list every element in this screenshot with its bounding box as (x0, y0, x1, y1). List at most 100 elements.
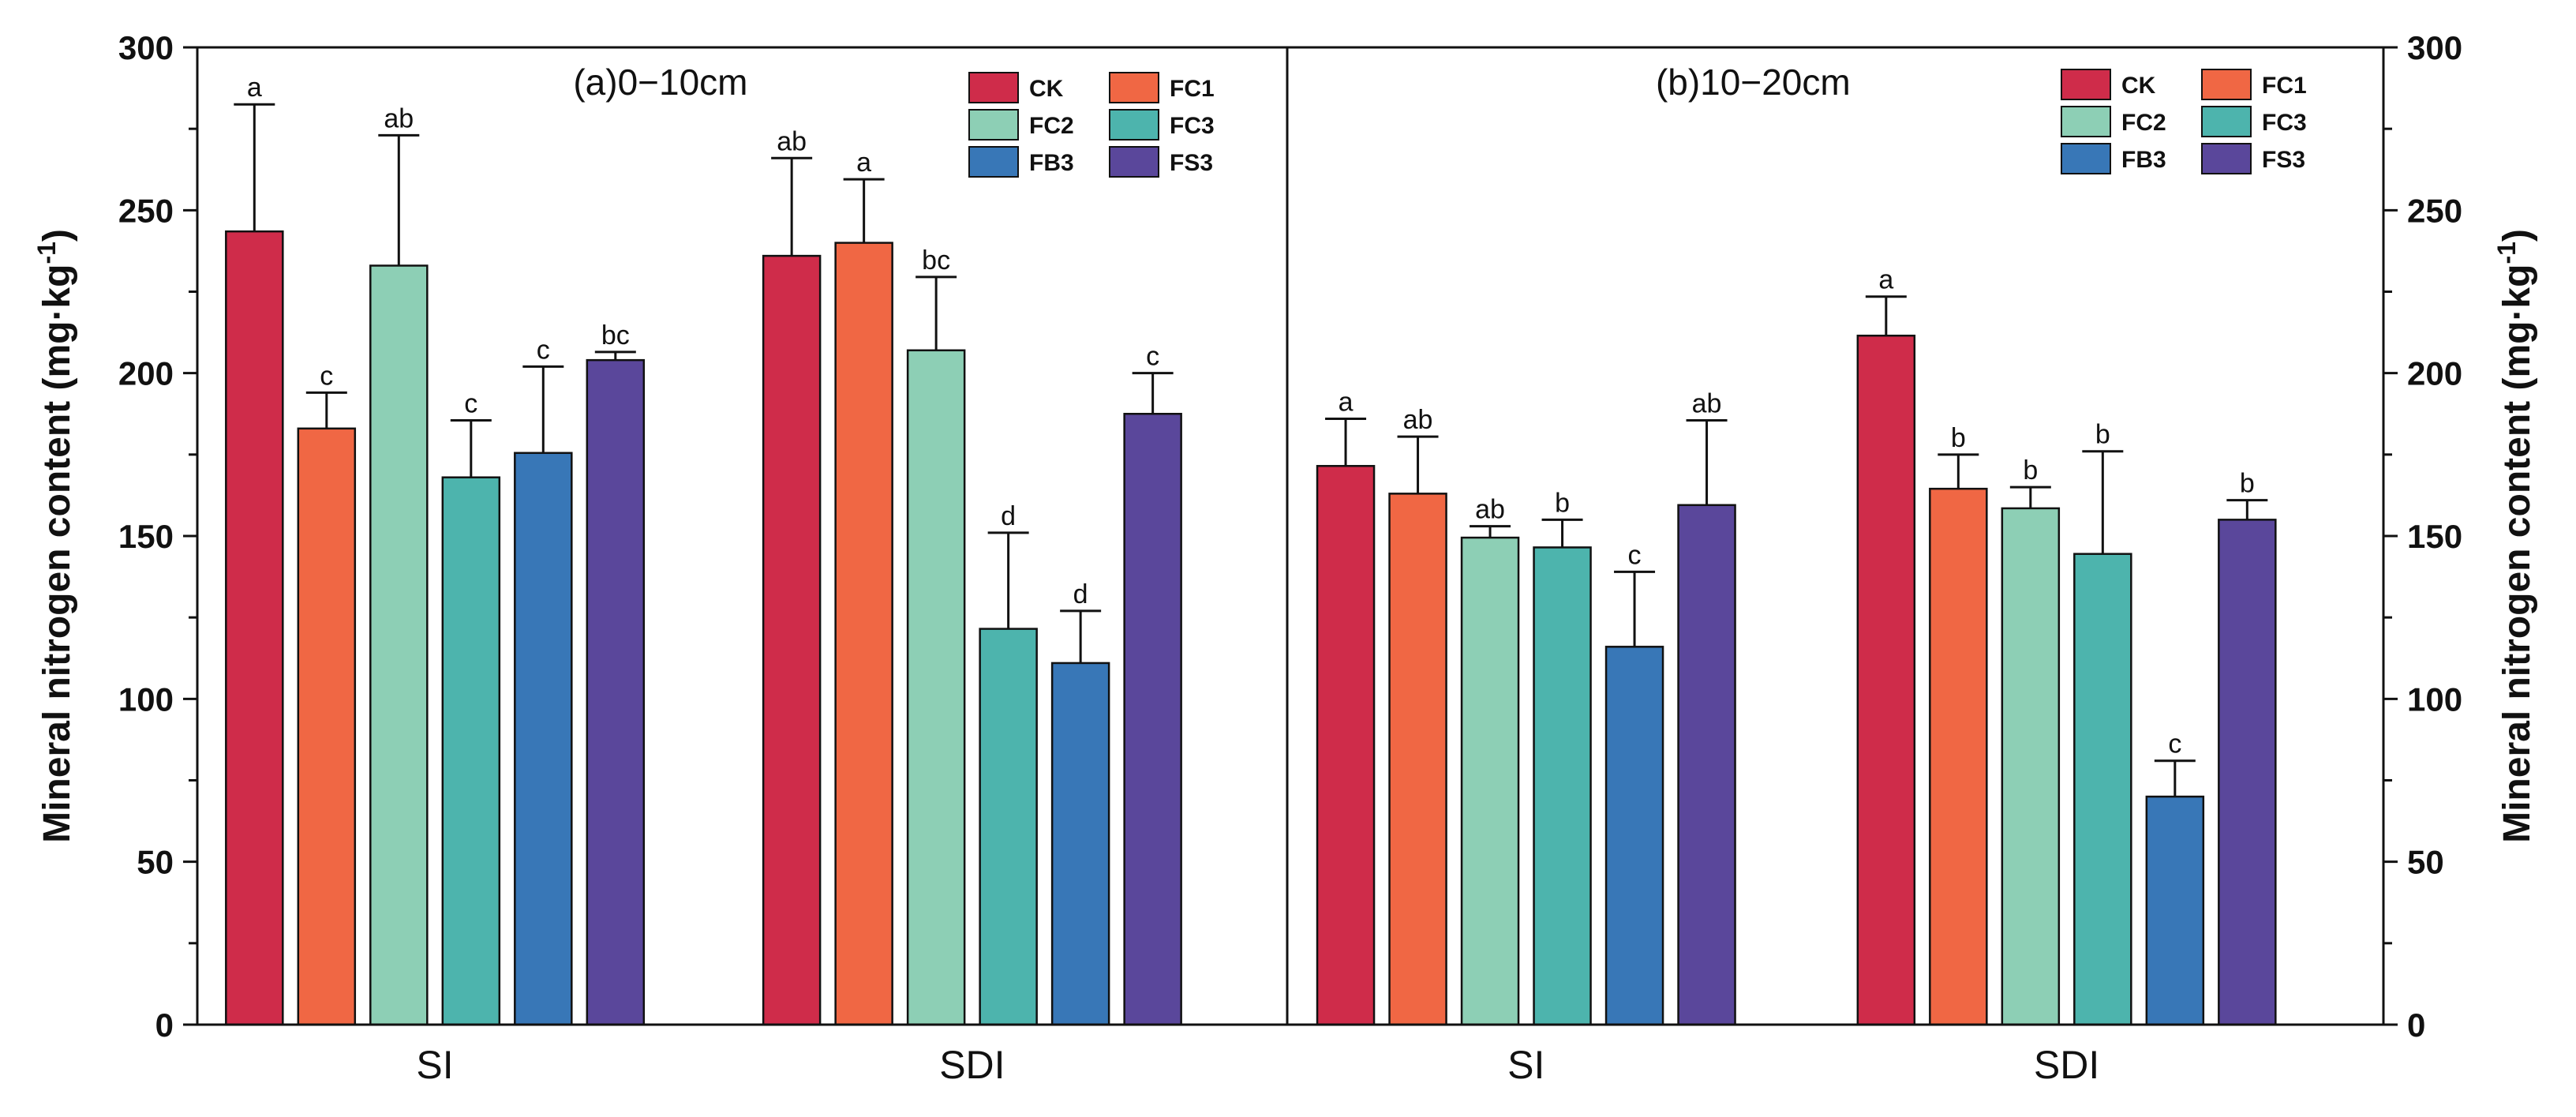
bar-si-ck-p1[interactable] (225, 230, 284, 1026)
legend-label-fc1: FC1 (1170, 76, 1215, 102)
legend-swatch-fc3 (1109, 109, 1159, 141)
significance-label: ab (777, 126, 807, 156)
legend-swatch-fb3 (2061, 143, 2111, 174)
legend-swatch-fc3 (2201, 106, 2252, 137)
legend-layer: CK FC1 FC2 FC3 FB3 FS3 CK FC1 FC2 FC3 FB3 FS3 (968, 69, 2307, 178)
legend-label-fc2: FC2 (2121, 110, 2166, 136)
panel-title: (b)10−20cm (1656, 62, 1851, 103)
bar-sdi-fb3-p1[interactable] (1050, 662, 1110, 1026)
legend-swatch-fb3 (968, 146, 1019, 178)
y-tick-label-left: 50 (137, 844, 174, 881)
y-tick-label-right: 150 (2407, 518, 2462, 555)
y-axis-title-right: Mineral nitrogen content (mg·kg-1) (2492, 229, 2538, 843)
bar-si-fs3-p1[interactable] (586, 358, 646, 1026)
legend-label-fc2: FC2 (1029, 113, 1074, 139)
y-tick-label-right: 100 (2407, 680, 2462, 718)
y-tick-label-left: 150 (118, 518, 174, 555)
y-tick-label-right: 0 (2407, 1006, 2425, 1044)
bar-si-fc2-p2[interactable] (1460, 536, 1520, 1026)
legend-swatch-fs3 (1109, 146, 1159, 178)
y-tick-label-right: 200 (2407, 355, 2462, 392)
category-label-sdi: SDI (2034, 1043, 2099, 1087)
legend-label-fb3: FB3 (2121, 147, 2166, 173)
legend-label-fs3: FS3 (2262, 147, 2305, 173)
significance-label: a (1878, 265, 1893, 295)
bar-sdi-fc2-p1[interactable] (906, 349, 966, 1026)
significance-label: b (1951, 423, 1966, 453)
y-tick-label-left: 250 (118, 192, 174, 229)
bar-si-fc1-p1[interactable] (297, 427, 357, 1026)
significance-label: ab (1403, 405, 1433, 435)
legend-label-ck: CK (2121, 73, 2156, 99)
bar-sdi-ck-p2[interactable] (1856, 334, 1916, 1026)
significance-label: b (2023, 455, 2038, 485)
bar-si-fc3-p1[interactable] (441, 476, 501, 1026)
legend-label-fc3: FC3 (1170, 113, 1215, 139)
bar-si-fb3-p2[interactable] (1604, 646, 1664, 1026)
significance-label: d (1073, 579, 1088, 609)
y-tick-label-right: 250 (2407, 192, 2462, 229)
significance-label: ab (384, 103, 414, 133)
bars-layer (225, 103, 2277, 1026)
bar-sdi-fc1-p2[interactable] (1929, 487, 1988, 1026)
frame-layer (183, 46, 2398, 1026)
significance-label: c (320, 361, 333, 391)
y-tick-label-right: 50 (2407, 844, 2444, 881)
legend-label-fb3: FB3 (1029, 150, 1074, 176)
significance-label: bc (601, 320, 630, 350)
legend-swatch-fc2 (2061, 106, 2111, 137)
significance-label: ab (1692, 389, 1722, 419)
bar-si-fc3-p2[interactable] (1533, 546, 1592, 1026)
significance-label: d (1001, 501, 1016, 531)
bar-sdi-fs3-p2[interactable] (2218, 519, 2277, 1026)
legend-label-ck: CK (1029, 76, 1064, 102)
significance-label: bc (922, 246, 950, 276)
category-label-si: SI (416, 1043, 453, 1087)
y-tick-label-right: 300 (2407, 29, 2462, 66)
category-label-sdi: SDI (939, 1043, 1005, 1087)
bar-si-fs3-p2[interactable] (1677, 504, 1736, 1026)
legend-swatch-fs3 (2201, 143, 2252, 174)
y-tick-label-left: 100 (118, 680, 174, 718)
significance-label: c (464, 389, 477, 419)
bar-sdi-fc2-p2[interactable] (2001, 507, 2061, 1026)
significance-label: a (856, 148, 871, 178)
legend-swatch-ck (968, 72, 1019, 103)
legend-swatch-fc1 (2201, 69, 2252, 100)
bar-sdi-fb3-p2[interactable] (2145, 795, 2205, 1026)
bar-sdi-fc3-p2[interactable] (2073, 553, 2132, 1026)
legend-swatch-ck (2061, 69, 2111, 100)
bar-sdi-fs3-p1[interactable] (1123, 413, 1182, 1026)
significance-label: c (1146, 342, 1159, 372)
legend-label-fs3: FS3 (1170, 150, 1213, 176)
bar-sdi-fc3-p1[interactable] (979, 628, 1038, 1026)
significance-label: c (2168, 729, 2181, 759)
significance-label: b (1555, 488, 1570, 518)
y-tick-label-left: 300 (118, 29, 174, 66)
bar-si-fb3-p1[interactable] (514, 452, 573, 1026)
significance-label: a (247, 73, 262, 103)
panel-title: (a)0−10cm (573, 62, 747, 103)
legend-label-fc3: FC3 (2262, 110, 2307, 136)
y-tick-label-left: 0 (155, 1006, 174, 1044)
significance-label: b (2095, 420, 2110, 450)
bar-si-fc1-p2[interactable] (1388, 493, 1447, 1026)
bar-sdi-fc1-p1[interactable] (834, 242, 893, 1026)
significance-label: a (1339, 387, 1354, 417)
significance-label: c (537, 335, 550, 365)
category-label-si: SI (1507, 1043, 1544, 1087)
bar-si-fc2-p1[interactable] (369, 264, 429, 1026)
significance-label: ab (1475, 495, 1505, 525)
significance-label: b (2240, 469, 2255, 499)
legend-swatch-fc2 (968, 109, 1019, 141)
y-axis-title-left: Mineral nitrogen content (mg·kg-1) (32, 229, 78, 843)
significance-label: c (1628, 540, 1642, 570)
bar-sdi-ck-p1[interactable] (762, 254, 822, 1026)
legend-label-fc1: FC1 (2262, 73, 2307, 99)
y-tick-label-left: 200 (118, 355, 174, 392)
bar-si-ck-p2[interactable] (1316, 465, 1376, 1026)
legend-swatch-fc1 (1109, 72, 1159, 103)
